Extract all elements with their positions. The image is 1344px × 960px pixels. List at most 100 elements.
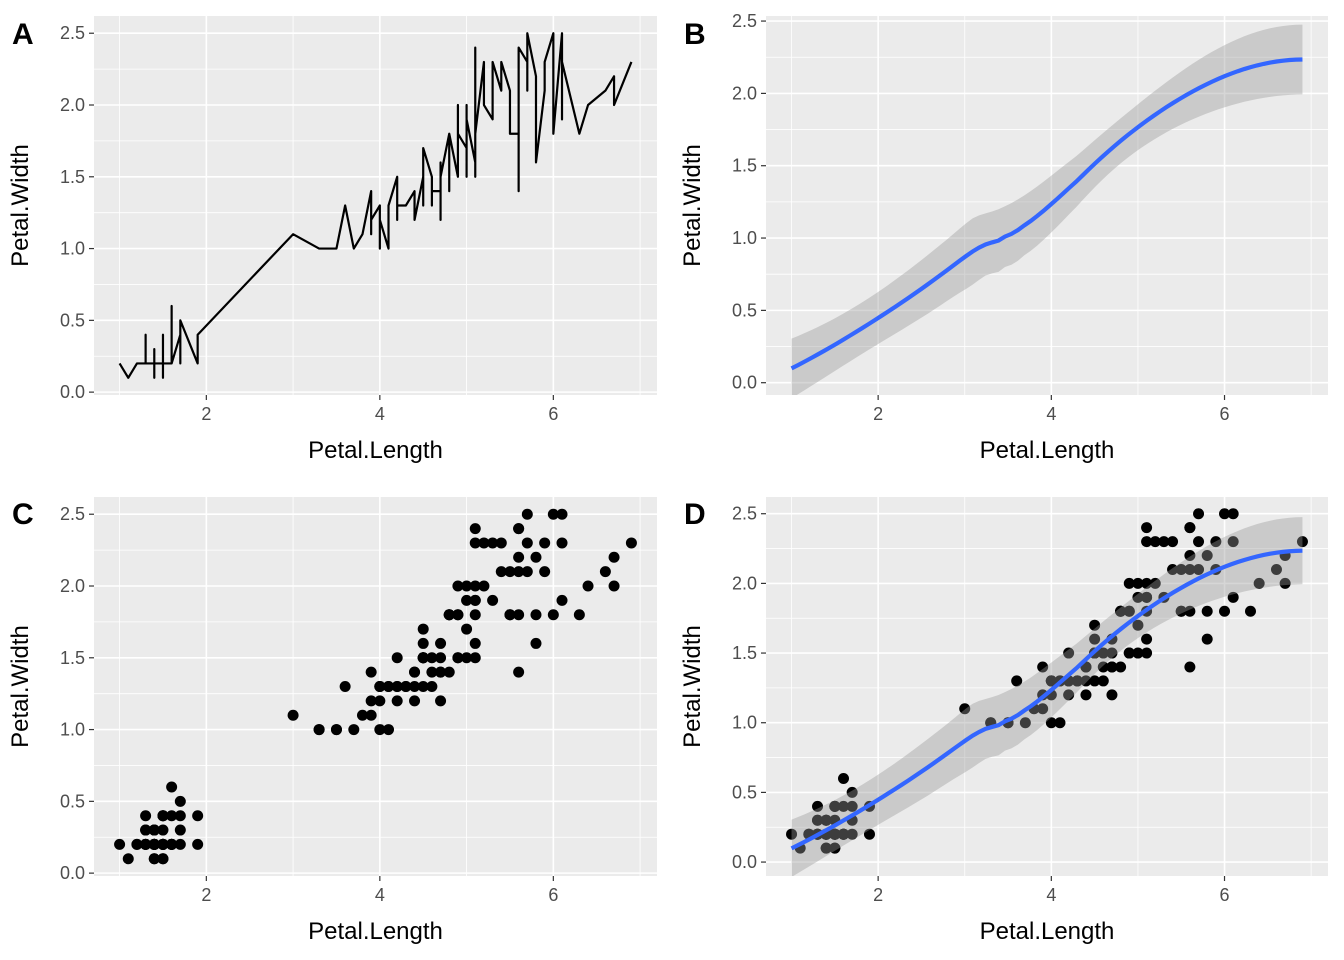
data-point (417, 652, 429, 664)
data-point (391, 681, 403, 692)
data-point (530, 551, 542, 563)
data-point (495, 566, 507, 578)
data-point (1132, 647, 1144, 659)
data-point (625, 537, 637, 549)
data-point (452, 609, 464, 621)
data-point (1045, 717, 1057, 729)
data-point (391, 652, 403, 664)
data-point (556, 508, 568, 520)
data-point (192, 838, 204, 850)
data-point (478, 580, 490, 592)
data-point (1193, 508, 1205, 520)
data-point (1158, 536, 1170, 548)
data-point (1141, 536, 1153, 548)
data-point (174, 838, 186, 850)
data-point (122, 853, 134, 865)
data-point (487, 594, 499, 606)
data-point (1071, 675, 1083, 687)
data-layer (118, 32, 633, 379)
x-tick-label: 4 (1046, 404, 1056, 424)
data-point (1089, 675, 1101, 687)
data-point (521, 566, 533, 578)
x-axis-title: Petal.Length (308, 437, 443, 464)
panel-c: 2 4 6 0.0 0.5 1.0 1.5 2.0 2.5 Petal.Length Petal.W… (7, 497, 657, 945)
data-point (166, 838, 178, 850)
data-point (513, 566, 525, 578)
data-point (435, 695, 447, 707)
y-tick-label: 2.5 (60, 23, 85, 43)
panel-tag: B (684, 18, 706, 51)
data-point (513, 523, 525, 535)
data-point (1097, 675, 1109, 687)
data-point (521, 537, 533, 549)
smooth-line (790, 548, 1303, 851)
data-point (1167, 563, 1179, 575)
data-point (959, 703, 971, 715)
data-point (409, 695, 421, 707)
data-point (469, 609, 481, 621)
panel-tag: C (12, 498, 34, 531)
data-point (495, 537, 507, 549)
x-tick-label: 6 (1220, 885, 1230, 905)
data-layer (786, 508, 1308, 876)
data-point (1123, 647, 1135, 659)
x-tick-label: 4 (375, 885, 385, 905)
data-point (1219, 605, 1231, 617)
data-point (383, 681, 395, 692)
data-point (166, 810, 178, 822)
data-point (1037, 661, 1049, 673)
data-point (157, 853, 169, 865)
data-point (504, 566, 516, 578)
panel-a: 2 4 6 0.0 0.5 1.0 1.5 2.0 2.5 Petal.Length Petal.W… (7, 16, 657, 464)
data-point (391, 695, 403, 707)
data-point (339, 681, 351, 692)
data-point (608, 580, 620, 592)
data-point (374, 724, 386, 736)
y-tick-label: 0.5 (732, 782, 757, 802)
data-point (1149, 577, 1161, 589)
data-point (1141, 522, 1153, 534)
data-point (1201, 605, 1213, 617)
data-point (1106, 661, 1118, 673)
y-axis-title: Petal.Width (7, 625, 34, 748)
x-axis-title: Petal.Length (980, 437, 1115, 464)
data-point (140, 824, 152, 836)
data-point (469, 523, 481, 535)
y-tick-label: 2.5 (732, 504, 757, 524)
x-tick-label: 6 (1220, 404, 1230, 424)
data-point (1115, 661, 1127, 673)
data-point (461, 652, 473, 664)
data-point (174, 810, 186, 822)
data-point (1106, 647, 1118, 659)
data-point (1063, 689, 1075, 701)
data-point (1149, 536, 1161, 548)
x-axis-title: Petal.Length (308, 918, 443, 945)
data-point (1279, 577, 1291, 589)
y-tick-label: 0.0 (732, 373, 757, 393)
data-point (192, 810, 204, 822)
data-point (1011, 675, 1023, 687)
y-axis-title: Petal.Width (679, 625, 706, 748)
data-point (829, 800, 841, 812)
y-tick-label: 1.5 (732, 156, 757, 176)
data-point (1184, 563, 1196, 575)
panel-d: 2 4 6 0.0 0.5 1.0 1.5 2.0 2.5 Petal.Length Petal.W… (679, 497, 1328, 945)
x-tick-label: 2 (201, 885, 211, 905)
y-tick-label: 2.5 (60, 504, 85, 524)
x-tick-label: 6 (548, 885, 558, 905)
data-point (157, 810, 169, 822)
data-point (148, 838, 160, 850)
y-tick-label: 2.0 (732, 573, 757, 593)
data-point (1080, 689, 1092, 701)
data-point (452, 652, 464, 664)
panel-background (94, 16, 657, 395)
data-point (365, 709, 377, 721)
data-point (786, 828, 798, 840)
data-point (469, 637, 481, 649)
data-point (829, 828, 841, 840)
confidence-band (791, 517, 1303, 876)
data-point (426, 666, 438, 678)
y-axis-title: Petal.Width (679, 144, 706, 267)
data-point (846, 800, 858, 812)
y-tick-label: 0.0 (732, 852, 757, 872)
